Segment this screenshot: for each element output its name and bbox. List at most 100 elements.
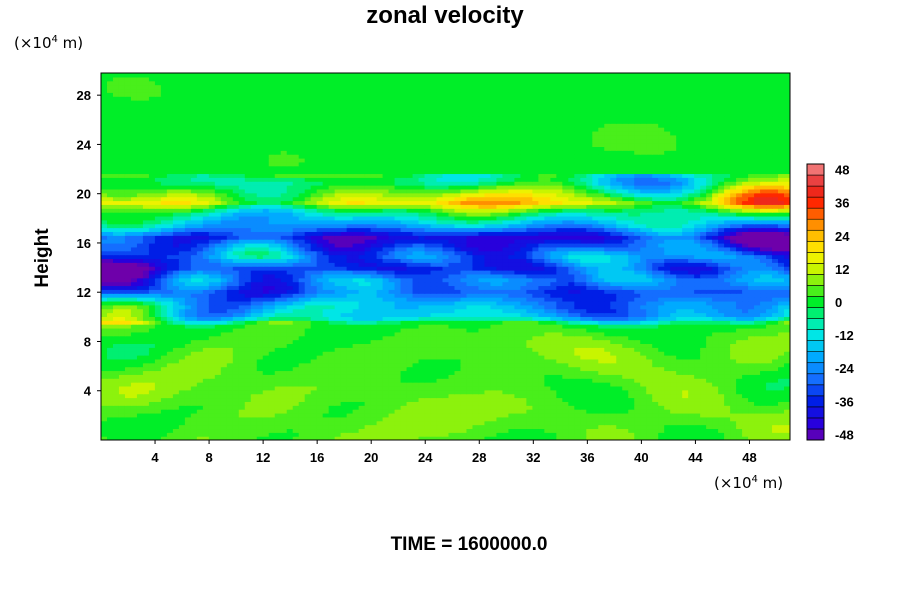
heatmap-cell [724,374,731,379]
heatmap-cell [148,416,156,422]
heatmap-cell [394,416,402,422]
heatmap-cell [382,351,390,356]
heatmap-cell [748,277,755,283]
heatmap-cell [352,401,360,406]
heatmap-cell [748,339,755,345]
heatmap-cell [322,424,330,430]
heatmap-cell [736,362,743,368]
heatmap-cell [298,312,306,317]
heatmap-cell [694,304,701,310]
heatmap-cell [526,285,533,290]
heatmap-cell [460,436,468,440]
heatmap-cell [784,297,790,302]
heatmap-cell [430,331,438,337]
heatmap-cell [202,436,210,440]
heatmap-cell [472,397,480,402]
heatmap-cell [718,273,725,279]
heatmap-cell [730,273,737,279]
heatmap-cell [262,389,270,395]
heatmap-cell [340,436,348,440]
heatmap-cell [748,308,755,314]
heatmap-cell [208,270,216,275]
heatmap-cell [220,432,228,437]
heatmap-cell [508,351,515,356]
heatmap-cell [754,316,761,321]
heatmap-cell [472,424,480,430]
heatmap-cell [406,281,414,287]
heatmap-cell [202,304,210,310]
heatmap-cell [532,428,539,433]
heatmap-cell [130,281,138,287]
heatmap-cell [484,273,492,279]
y-axis-label: Height [32,228,53,288]
heatmap-cell [406,312,414,317]
heatmap-cell [154,304,162,310]
heatmap-cell [376,401,384,406]
heatmap-cell [298,358,306,364]
heatmap-cell [184,416,192,422]
heatmap-cell [376,362,384,368]
heatmap-cell [256,308,264,314]
heatmap-cell [196,300,204,306]
heatmap-cell [112,374,120,379]
heatmap-cell [712,401,719,406]
heatmap-cell [478,424,486,430]
heatmap-cell [646,327,653,333]
heatmap-cell [388,401,396,406]
heatmap-cell [688,420,695,426]
heatmap-cell [526,424,533,430]
heatmap-cell [346,397,354,402]
heatmap-cell [298,343,306,348]
heatmap-cell [622,366,629,372]
heatmap-cell [118,416,126,422]
heatmap-cell [514,312,521,317]
heatmap-cell [748,389,755,395]
heatmap-cell [592,312,599,317]
heatmap-cell [538,382,545,387]
heatmap-cell [238,358,246,364]
heatmap-cell [766,416,773,422]
heatmap-cell [208,347,216,352]
heatmap-cell [592,289,599,294]
heatmap-cell [232,285,240,290]
heatmap-cell [286,335,294,341]
heatmap-cell [508,320,515,325]
heatmap-cell [322,385,330,391]
heatmap-cell [292,297,300,302]
heatmap-cell [310,297,318,302]
heatmap-cell [670,300,677,306]
heatmap-cell [292,362,300,368]
heatmap-cell [712,374,719,379]
heatmap-cell [766,382,773,387]
heatmap-cell [412,273,420,279]
heatmap-cell [184,335,192,341]
heatmap-cell [514,327,521,333]
heatmap-cell [484,420,492,426]
heatmap-cell [202,347,210,352]
heatmap-cell [562,385,569,391]
heatmap-cell [202,289,210,294]
heatmap-cell [604,358,611,364]
heatmap-cell [202,428,210,433]
heatmap-cell [166,312,174,317]
heatmap-cell [364,355,372,360]
heatmap-cell [148,308,156,314]
heatmap-cell [412,385,420,391]
heatmap-cell [106,362,114,368]
heatmap-cell [268,370,276,375]
heatmap-cell [346,304,354,310]
heatmap-cell [262,273,270,279]
heatmap-cell [760,382,767,387]
heatmap-cell [298,355,306,360]
heatmap-cell [160,409,168,414]
heatmap-cell [748,378,755,383]
heatmap-cell [388,378,396,383]
heatmap-cell [562,374,569,379]
heatmap-cell [748,324,755,329]
heatmap-cell [184,401,192,406]
heatmap-cell [586,324,593,329]
heatmap-cell [712,378,719,383]
heatmap-cell [502,300,510,306]
heatmap-cell [334,370,342,375]
heatmap-cell [718,358,725,364]
